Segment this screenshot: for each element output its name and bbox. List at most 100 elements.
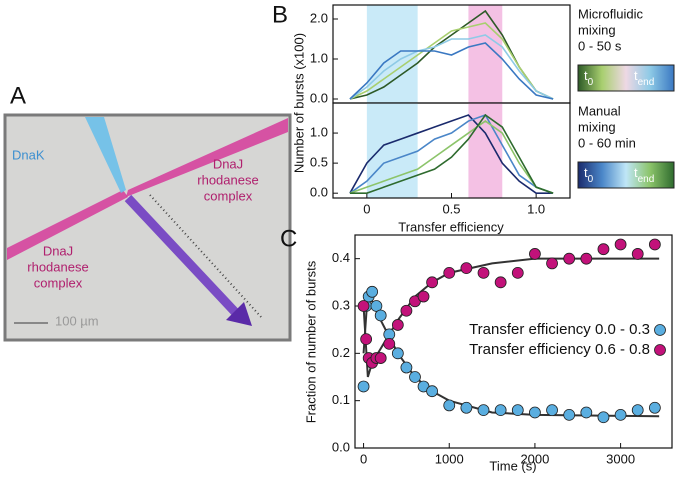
point	[357, 380, 370, 393]
channel-dnak	[85, 117, 126, 193]
y-tick-label: 1.0	[310, 50, 328, 65]
point	[614, 238, 627, 251]
series-line	[349, 113, 554, 194]
point	[580, 252, 593, 265]
x-tick-label: 1000	[435, 451, 464, 466]
point	[529, 406, 541, 419]
complex-label: complex	[34, 275, 83, 290]
point	[477, 404, 490, 417]
annotation: 0 - 60 min	[578, 135, 636, 150]
point	[460, 401, 473, 414]
y-tick-label: 0.3	[332, 297, 350, 312]
x-tick-label: 1.0	[527, 201, 545, 216]
point	[580, 406, 593, 419]
point	[597, 243, 610, 256]
legend-marker	[654, 324, 666, 336]
colorbar-label: t0	[584, 165, 594, 184]
y-tick-label: 0.0	[310, 185, 328, 200]
legend-marker	[654, 344, 666, 356]
colorbar-label-base: t	[634, 165, 638, 180]
x-tick-label: 0.5	[442, 201, 460, 216]
band	[366, 103, 418, 198]
panel-a: A DnaK 100 µm	[3, 82, 292, 342]
x-tick-label: 2000	[520, 451, 549, 466]
series-line	[349, 114, 554, 194]
colorbar	[577, 161, 675, 189]
band	[468, 103, 503, 198]
point	[529, 248, 541, 260]
annotation: mixing	[578, 119, 616, 134]
point	[648, 238, 661, 251]
annotation: Microfluidic	[578, 6, 644, 21]
complex-label: complex	[204, 188, 253, 203]
series-line	[349, 22, 554, 100]
point	[563, 252, 576, 265]
complex-label: rhodanese	[197, 172, 258, 187]
series-line	[349, 120, 554, 194]
point	[391, 347, 404, 360]
series-line	[362, 257, 660, 378]
point	[546, 404, 558, 417]
x-tick-label: 3000	[606, 451, 635, 466]
legend-label: Transfer efficiency 0.0 - 0.3	[469, 321, 650, 338]
colorbar-label-base: t	[584, 165, 588, 180]
y-axis-label: Fraction of number of bursts	[303, 260, 318, 423]
complex-label: rhodanese	[27, 259, 88, 274]
x-axis-label: Transfer efficiency	[398, 219, 504, 234]
x-tick-label: 0	[360, 451, 367, 466]
annotation: mixing	[578, 22, 616, 37]
annotation: Manual	[578, 103, 621, 118]
point	[409, 371, 421, 383]
point	[460, 262, 473, 275]
y-tick-label: 0.2	[332, 345, 350, 360]
point	[360, 333, 373, 346]
dnak-label: DnaK	[12, 147, 45, 162]
point	[400, 361, 413, 374]
colorbar-label: tend	[634, 165, 654, 184]
colorbar-label-sub: end	[638, 77, 655, 88]
point	[631, 404, 644, 417]
series-line	[349, 42, 554, 100]
point	[546, 257, 558, 270]
point	[374, 352, 387, 364]
y-tick-label: 1.0	[310, 125, 328, 140]
point	[494, 404, 507, 417]
colorbar-label-base: t	[584, 68, 588, 83]
point	[426, 276, 439, 289]
series-line	[349, 34, 554, 100]
panel-label: C	[280, 225, 297, 252]
point	[648, 401, 661, 414]
colorbar-label-base: t	[634, 68, 638, 83]
panel-label: B	[272, 1, 288, 28]
complex-label: DnaJ	[43, 243, 73, 258]
colorbar-label-sub: 0	[588, 77, 594, 88]
panel-label: A	[10, 82, 26, 109]
point	[400, 304, 413, 317]
point	[597, 411, 610, 424]
channel-left	[7, 190, 128, 260]
y-tick-label: 2.0	[310, 10, 328, 25]
scale-label: 100 µm	[55, 313, 99, 328]
device-image	[3, 113, 292, 342]
annotation: 0 - 50 s	[578, 38, 622, 53]
colorbar-label: t0	[584, 68, 594, 87]
point	[511, 404, 524, 417]
point	[511, 266, 524, 279]
complex-label: DnaJ	[213, 156, 243, 171]
band	[366, 5, 418, 103]
point	[563, 408, 576, 421]
x-tick-label: 0	[363, 201, 370, 216]
point	[426, 385, 439, 398]
colorbar-label-sub: end	[638, 174, 655, 185]
y-tick-label: 0.5	[310, 155, 328, 170]
point	[614, 408, 627, 421]
y-tick-label: 0.1	[332, 392, 350, 407]
point	[391, 319, 404, 331]
point	[494, 276, 507, 289]
series-line	[349, 114, 554, 194]
plot-frame	[354, 234, 673, 449]
point	[631, 248, 644, 260]
channel-right	[126, 118, 288, 197]
